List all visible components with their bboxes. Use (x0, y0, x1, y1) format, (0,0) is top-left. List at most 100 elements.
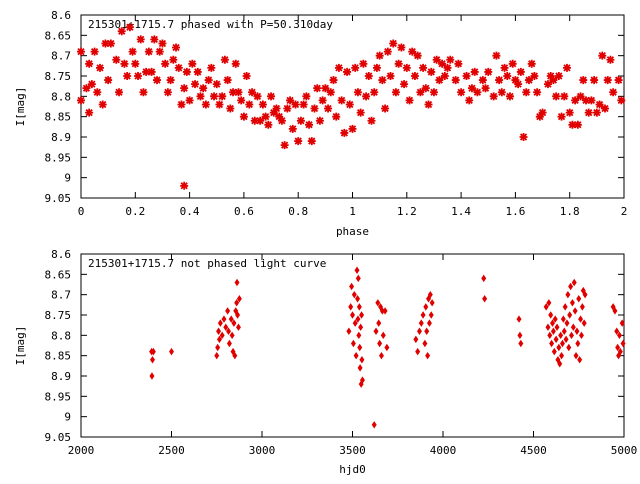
data-point (478, 76, 487, 85)
data-point (225, 307, 231, 315)
data-point (454, 59, 463, 68)
data-point (517, 331, 523, 340)
data-point (590, 76, 599, 85)
x-axis-label: hjd0 (339, 463, 366, 476)
data-point (261, 112, 270, 121)
data-point (545, 323, 551, 331)
x-tick-label: 1 (349, 205, 356, 218)
data-point (500, 63, 509, 72)
data-point (557, 112, 566, 121)
data-point (376, 319, 382, 327)
x-tick-label: 4500 (520, 444, 547, 457)
data-point (575, 339, 581, 348)
data-point (193, 67, 202, 76)
data-point (415, 347, 421, 356)
data-point (473, 88, 482, 97)
data-point (440, 72, 449, 80)
data-point (546, 299, 552, 307)
data-point (185, 96, 194, 105)
data-point (136, 35, 145, 44)
data-point (158, 39, 167, 48)
data-point (612, 307, 618, 315)
data-point (610, 303, 616, 311)
data-point (348, 303, 354, 311)
data-point (481, 84, 490, 93)
data-point (560, 92, 569, 101)
y-tick-label: 9 (64, 172, 71, 185)
data-point (553, 335, 559, 344)
data-point (326, 88, 335, 97)
data-point (226, 327, 231, 335)
data-point (543, 80, 552, 89)
data-point (220, 55, 229, 64)
data-point (419, 63, 428, 72)
data-point (429, 299, 435, 307)
data-point (356, 108, 365, 117)
data-point (371, 421, 377, 429)
data-point (438, 59, 447, 68)
data-point (533, 88, 542, 97)
data-point (150, 356, 155, 364)
data-point (294, 137, 303, 146)
data-point (569, 331, 574, 340)
data-point (423, 303, 429, 311)
data-point (204, 76, 213, 85)
y-tick-label: 8.75 (45, 309, 72, 322)
data-point (375, 299, 381, 307)
data-point (508, 59, 517, 68)
data-point (408, 47, 417, 56)
y-tick-label: 8.95 (45, 390, 72, 403)
data-point (93, 88, 102, 97)
data-point (85, 59, 94, 68)
data-point (242, 72, 251, 80)
data-point (226, 339, 232, 348)
data-point (351, 63, 360, 72)
y-axis-label: I[mag] (14, 87, 27, 127)
data-point (283, 104, 292, 113)
data-point (511, 76, 520, 85)
data-point (169, 347, 174, 356)
data-point (562, 303, 568, 311)
data-point (562, 63, 571, 72)
y-tick-label: 8.7 (51, 289, 71, 302)
data-point (267, 92, 276, 101)
data-point (277, 116, 286, 125)
data-point (233, 307, 239, 315)
data-point (614, 76, 623, 85)
data-point (253, 92, 262, 101)
y-tick-label: 8.75 (45, 70, 72, 83)
y-tick-label: 9.05 (45, 192, 72, 205)
data-point (348, 124, 357, 133)
data-point (275, 112, 284, 121)
data-point (350, 339, 356, 348)
y-axis-label: I[mag] (14, 326, 27, 366)
x-tick-label: 2 (621, 205, 628, 218)
data-point (245, 100, 254, 109)
data-point (558, 331, 564, 340)
data-point (358, 323, 364, 331)
data-point (90, 47, 99, 56)
data-point (425, 351, 431, 360)
data-point (272, 104, 281, 113)
data-point (207, 63, 216, 72)
x-tick-label: 0.2 (125, 205, 145, 218)
data-point (229, 331, 235, 340)
data-point (405, 96, 414, 105)
data-point (571, 96, 580, 105)
data-point (568, 282, 574, 291)
data-point (356, 331, 362, 340)
data-point (563, 335, 569, 344)
data-point (310, 104, 319, 113)
data-point (144, 47, 153, 56)
data-point (576, 92, 585, 101)
data-point (231, 319, 237, 327)
data-point (422, 339, 428, 348)
data-point (180, 84, 189, 93)
data-point (324, 104, 333, 113)
data-point (616, 331, 622, 340)
data-point (565, 108, 574, 117)
data-point (572, 307, 578, 315)
data-point (391, 88, 400, 97)
data-point (147, 67, 156, 76)
